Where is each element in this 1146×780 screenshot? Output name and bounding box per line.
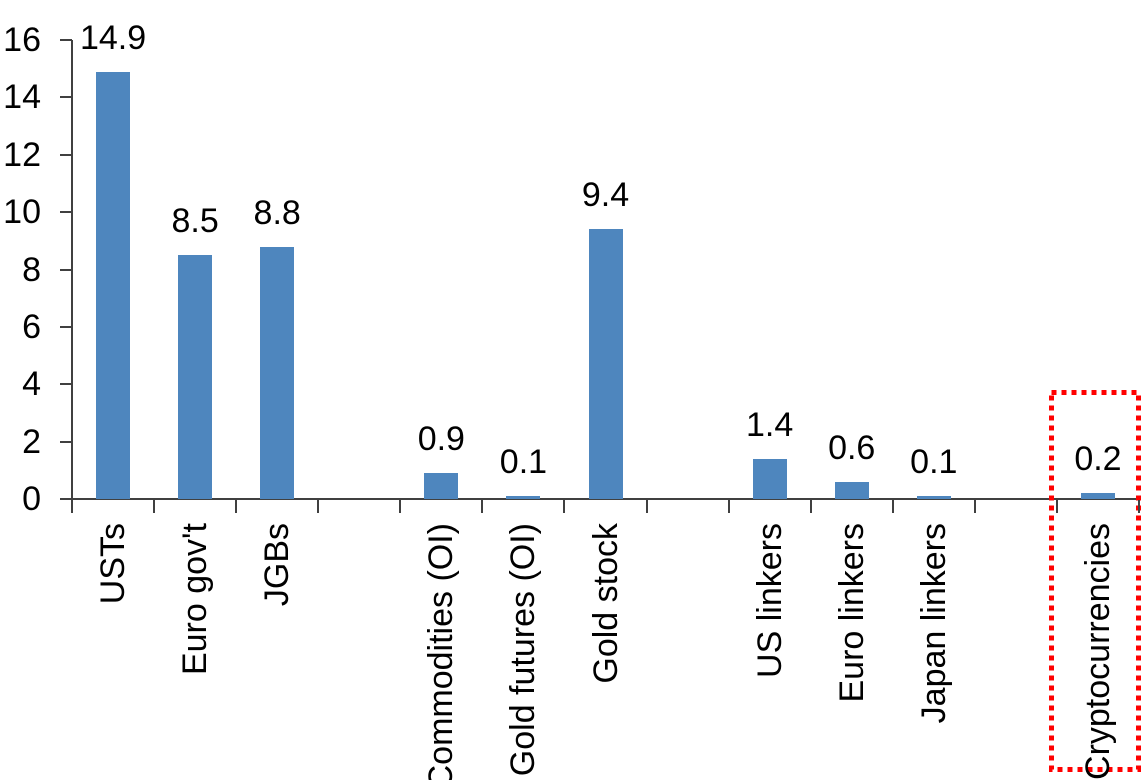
y-tick (60, 153, 72, 156)
y-tick (60, 268, 72, 271)
x-category-label: Gold stock (586, 523, 625, 684)
x-tick (645, 500, 648, 513)
bar (834, 481, 869, 499)
bar-value-label: 9.4 (581, 176, 630, 215)
y-tick (60, 498, 72, 500)
x-category-label: Euro linkers (832, 523, 871, 703)
x-category-label: Japan linkers (914, 523, 953, 724)
highlight-rect (1049, 390, 1141, 772)
bar-value-label: 0.9 (417, 420, 465, 459)
x-tick (317, 500, 320, 513)
x-category-label: US linkers (750, 523, 789, 678)
bar (1080, 493, 1115, 499)
bar-value-label: 14.9 (79, 18, 147, 57)
y-tick (60, 325, 72, 328)
bar (916, 496, 951, 499)
x-category-label: Cryptocurrencies (1078, 523, 1117, 780)
bar-value-label: 0.1 (910, 443, 958, 482)
y-tick (60, 211, 72, 214)
x-tick (973, 500, 976, 513)
x-tick (891, 500, 894, 513)
x-tick (1138, 500, 1140, 513)
y-tick-label: 10 (3, 193, 41, 232)
bar (96, 71, 131, 499)
highlight-box (1049, 390, 1141, 772)
bar-value-label: 8.8 (253, 193, 301, 232)
bar (752, 458, 787, 499)
bar-value-label: 0.6 (828, 428, 876, 467)
bar (424, 473, 459, 499)
y-tick-label: 12 (3, 135, 41, 174)
x-axis-line (60, 498, 1140, 500)
x-tick (399, 500, 402, 513)
x-tick (1055, 500, 1058, 513)
x-tick (563, 500, 566, 513)
y-tick-label: 2 (22, 422, 41, 461)
bar (178, 255, 213, 499)
y-tick-label: 0 (22, 480, 41, 518)
y-tick-label: 8 (22, 250, 41, 289)
y-tick (60, 440, 72, 443)
bar-value-label: 1.4 (746, 405, 794, 444)
x-tick (153, 500, 156, 513)
x-tick (727, 500, 730, 513)
bar-value-label: 0.2 (1074, 440, 1122, 479)
y-tick-label: 4 (22, 365, 41, 404)
dotted-rectangle-icon (1049, 390, 1141, 772)
bar (588, 229, 623, 499)
x-category-label: Euro gov't (176, 523, 215, 676)
y-axis-line (71, 40, 73, 513)
y-tick (60, 383, 72, 386)
x-category-label: Gold futures (OI) (504, 523, 543, 777)
x-category-label: Commodities (OI) (422, 523, 461, 780)
x-category-label: USTs (94, 523, 133, 605)
x-category-label: JGBs (258, 523, 297, 607)
bar-value-label: 8.5 (171, 202, 219, 241)
x-tick (235, 500, 238, 513)
y-tick (60, 96, 72, 99)
x-tick (481, 500, 484, 513)
y-tick-label: 14 (3, 78, 41, 117)
y-tick-label: 16 (3, 21, 41, 59)
bar-value-label: 0.1 (499, 443, 548, 482)
y-tick (60, 39, 72, 41)
x-tick (809, 500, 812, 513)
y-tick-label: 6 (22, 307, 41, 346)
bar (506, 496, 541, 499)
bar (260, 246, 295, 499)
